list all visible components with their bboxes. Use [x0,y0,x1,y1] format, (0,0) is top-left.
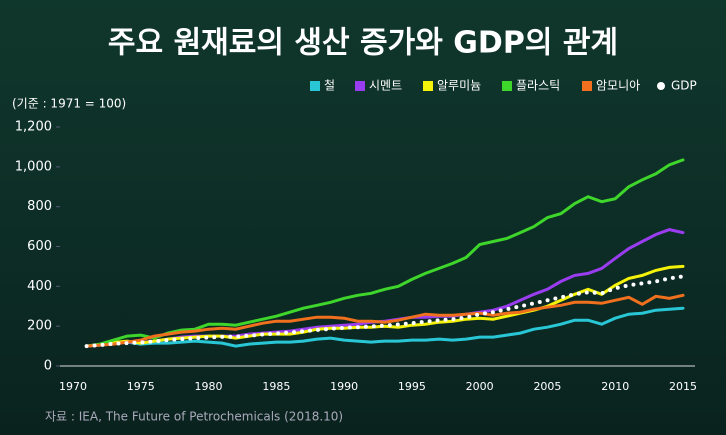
line [85,293,685,348]
legend-label: 암모니아 [596,79,640,93]
x-tick-label: 1980 [195,380,223,393]
chart-title: 주요 원재료의 생산 증가와 GDP의 관계 [108,26,618,61]
y-tick-label: 1,200 [15,120,52,135]
y-tick-label: 800 [27,199,52,214]
x-tick-label: 1995 [398,380,426,393]
y-tick-label: 600 [27,239,52,254]
x-tick-label: 1970 [59,380,87,393]
y-tick-label: 200 [27,319,52,334]
legend-swatch [423,81,433,91]
x-tick-label: 1985 [262,380,290,393]
source: 자료 : IEA, The Future of Petrochemicals (… [45,410,343,424]
legend-swatch [582,81,592,91]
legend-swatch [355,81,365,91]
y-axis-label: (기준 : 1971 = 100) [12,97,126,111]
x-tick-label: 2005 [533,380,561,393]
legend-label: 알루미늄 [437,79,481,93]
y-tick-label: 400 [27,279,52,294]
y-tick-label: 0 [44,359,52,374]
legend-swatch [657,82,665,90]
legend-swatch [310,81,320,91]
legend-label: 플라스틱 [516,79,560,93]
y-tick-label: 1,000 [15,159,52,174]
x-tick-label: 1990 [330,380,358,393]
line [85,158,685,348]
legend-swatch [502,81,512,91]
line [85,264,685,348]
x-tick-label: 2010 [601,380,629,393]
x-tick-label: 2000 [466,380,494,393]
legend-label: 철 [324,79,335,93]
line [85,306,685,348]
x-tick-label: 1975 [127,380,155,393]
legend-label: 시멘트 [369,79,402,93]
x-tick-label: 2015 [669,380,697,393]
legend-label: GDP [671,79,697,93]
